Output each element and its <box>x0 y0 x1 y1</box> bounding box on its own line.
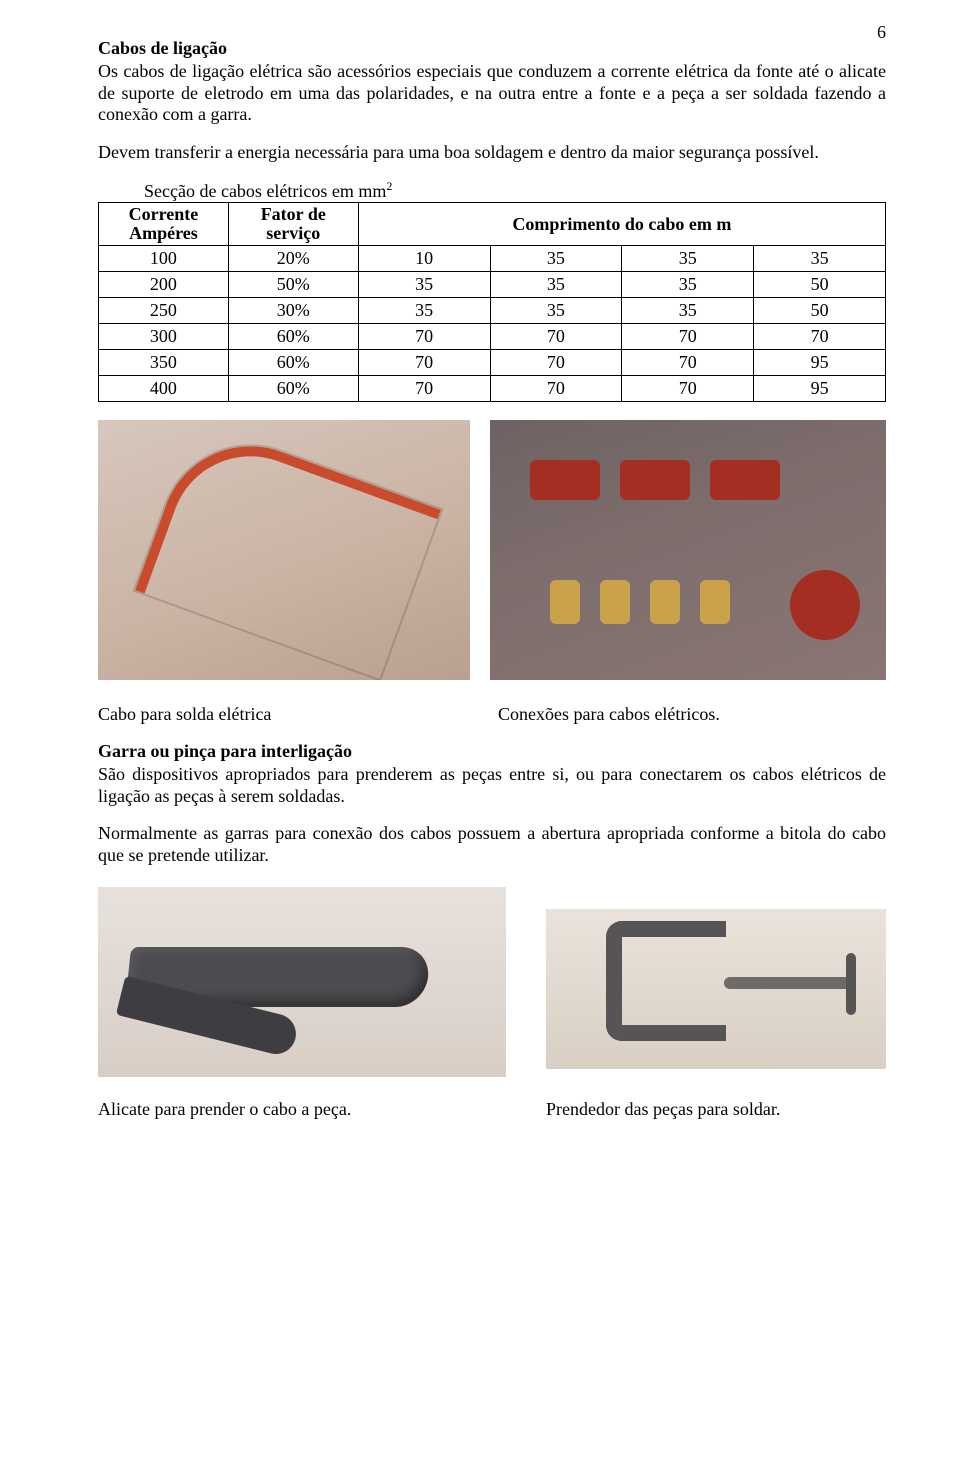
table-cell: 70 <box>358 324 490 350</box>
table-cell: 35 <box>358 298 490 324</box>
table-row: 350 60% 70 70 70 95 <box>99 350 886 376</box>
image-row-1 <box>98 420 886 680</box>
page-number: 6 <box>877 22 886 43</box>
paragraph-cabos-1: Os cabos de ligação elétrica são acessór… <box>98 61 886 126</box>
table-cell: 35 <box>754 246 886 272</box>
table-cell: 350 <box>99 350 229 376</box>
c-clamp-handle <box>846 953 856 1015</box>
caption-row-1: Cabo para solda elétrica Conexões para c… <box>98 704 886 725</box>
connector-round <box>790 570 860 640</box>
table-cell: 50% <box>228 272 358 298</box>
paragraph-cabos-2: Devem transferir a energia necessária pa… <box>98 142 886 164</box>
table-row: 400 60% 70 70 70 95 <box>99 376 886 402</box>
table-cell: 70 <box>754 324 886 350</box>
image-c-clamp <box>546 909 886 1069</box>
table-row: 250 30% 35 35 35 50 <box>99 298 886 324</box>
c-clamp-frame <box>606 921 726 1041</box>
table-cell: 70 <box>622 350 754 376</box>
table-cell: 200 <box>99 272 229 298</box>
cable-section-table: Corrente Ampéres Fator de serviço Compri… <box>98 202 886 402</box>
table-cell: 70 <box>490 350 622 376</box>
table-caption-text: Secção de cabos elétricos em mm <box>144 181 386 201</box>
table-cell: 35 <box>490 246 622 272</box>
brass-connector <box>550 580 580 624</box>
table-cell: 35 <box>622 272 754 298</box>
table-cell: 70 <box>490 376 622 402</box>
table-cell: 60% <box>228 350 358 376</box>
table-header-row: Corrente Ampéres Fator de serviço Compri… <box>99 203 886 246</box>
table-row: 300 60% 70 70 70 70 <box>99 324 886 350</box>
table-cell: 35 <box>622 246 754 272</box>
table-cell: 35 <box>490 298 622 324</box>
hdr-corrente-l2: Ampéres <box>103 224 224 243</box>
table-header-fator: Fator de serviço <box>228 203 358 246</box>
table-row: 200 50% 35 35 35 50 <box>99 272 886 298</box>
table-cell: 70 <box>358 376 490 402</box>
hdr-fator-l2: serviço <box>233 224 354 243</box>
table-cell: 35 <box>490 272 622 298</box>
table-cell: 95 <box>754 350 886 376</box>
table-caption: Secção de cabos elétricos em mm2 <box>144 179 886 202</box>
image-welding-cable <box>98 420 470 680</box>
table-cell: 100 <box>99 246 229 272</box>
section-title-cabos: Cabos de ligação <box>98 38 886 59</box>
image-row-2 <box>98 887 886 1077</box>
c-clamp-screw <box>724 977 854 989</box>
hdr-fator-l1: Fator de <box>233 205 354 224</box>
table-cell: 50 <box>754 272 886 298</box>
brass-connector <box>600 580 630 624</box>
image-cable-connectors <box>490 420 886 680</box>
paragraph-garra-2: Normalmente as garras para conexão dos c… <box>98 823 886 866</box>
caption-row-2: Alicate para prender o cabo a peça. Pren… <box>98 1099 886 1120</box>
caption-connectors: Conexões para cabos elétricos. <box>490 704 886 725</box>
brass-connector <box>700 580 730 624</box>
table-cell: 95 <box>754 376 886 402</box>
image-ground-clamp <box>98 887 506 1077</box>
table-cell: 60% <box>228 376 358 402</box>
table-cell: 60% <box>228 324 358 350</box>
hdr-corrente-l1: Corrente <box>103 205 224 224</box>
caption-cable: Cabo para solda elétrica <box>98 704 470 725</box>
table-cell: 50 <box>754 298 886 324</box>
connector-shape <box>620 460 690 500</box>
connector-shape <box>710 460 780 500</box>
connector-shape <box>530 460 600 500</box>
table-cell: 35 <box>622 298 754 324</box>
table-cell: 70 <box>358 350 490 376</box>
brass-connector <box>650 580 680 624</box>
table-cell: 70 <box>490 324 622 350</box>
table-cell: 400 <box>99 376 229 402</box>
table-cell: 10 <box>358 246 490 272</box>
table-row: 100 20% 10 35 35 35 <box>99 246 886 272</box>
table-cell: 35 <box>358 272 490 298</box>
table-cell: 250 <box>99 298 229 324</box>
table-caption-superscript: 2 <box>386 179 392 193</box>
table-cell: 70 <box>622 376 754 402</box>
paragraph-garra-1: São dispositivos apropriados para prende… <box>98 764 886 807</box>
table-cell: 70 <box>622 324 754 350</box>
table-cell: 30% <box>228 298 358 324</box>
table-header-corrente: Corrente Ampéres <box>99 203 229 246</box>
section-title-garra: Garra ou pinça para interligação <box>98 741 886 762</box>
caption-clamp-pliers: Alicate para prender o cabo a peça. <box>98 1099 506 1120</box>
table-cell: 300 <box>99 324 229 350</box>
cable-illustration <box>135 421 441 679</box>
table-cell: 20% <box>228 246 358 272</box>
caption-c-clamp: Prendedor das peças para soldar. <box>546 1099 886 1120</box>
table-header-comprimento: Comprimento do cabo em m <box>358 203 885 246</box>
